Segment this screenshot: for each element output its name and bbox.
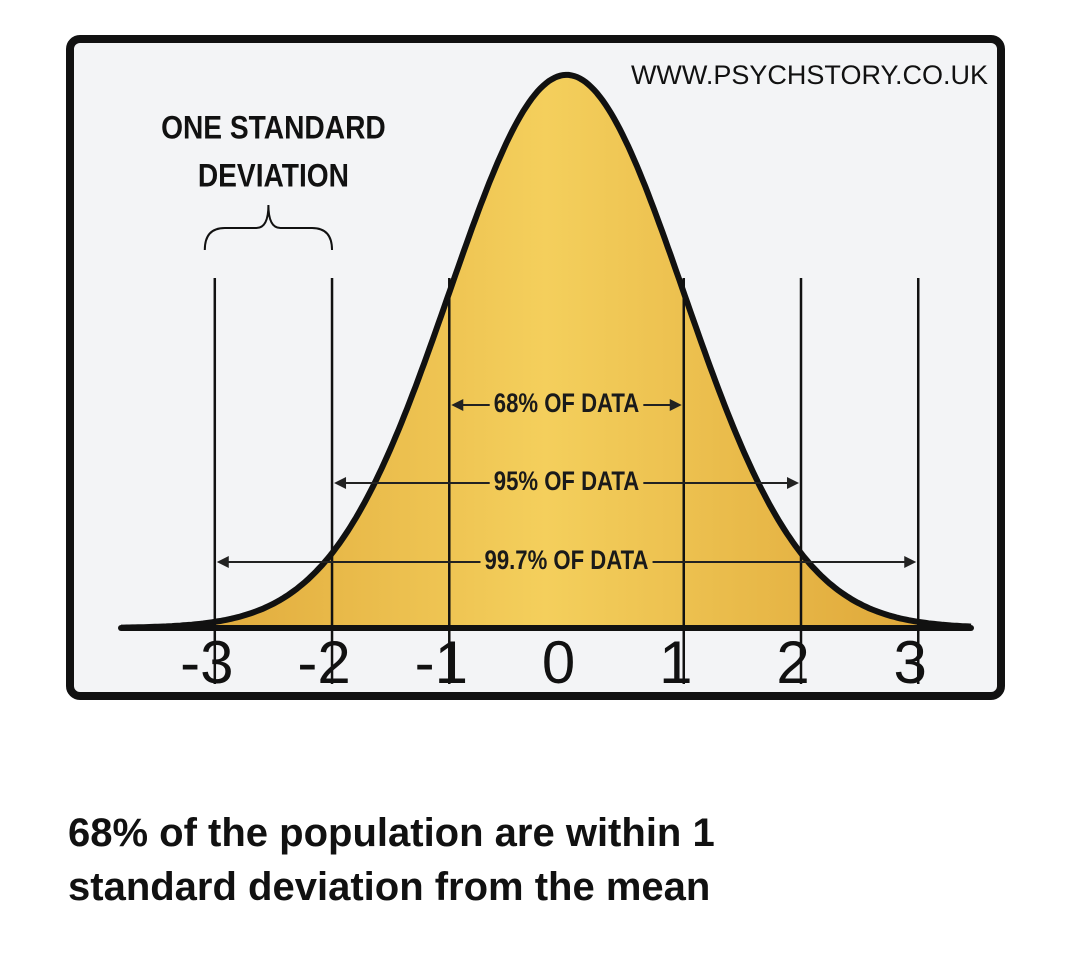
arrow-head xyxy=(216,556,229,568)
caption: 68% of the population are within 1 stand… xyxy=(68,811,715,909)
arrow-head xyxy=(451,399,464,411)
x-tick-label: 3 xyxy=(894,629,927,696)
arrow-head xyxy=(669,399,682,411)
x-tick-label: -2 xyxy=(297,629,350,696)
x-tick-label: 0 xyxy=(542,629,575,696)
brace-label: ONE STANDARD xyxy=(161,111,386,146)
curve xyxy=(121,71,972,631)
x-tick-label: -3 xyxy=(180,629,233,696)
range-label: 99.7% OF DATA xyxy=(485,546,649,576)
x-tick-label: -1 xyxy=(415,629,468,696)
x-tick-label: 1 xyxy=(659,629,692,696)
chart: WWW.PSYCHSTORY.CO.UK -3 -2 -1 0 1 2 3 68% OF DA… xyxy=(66,35,1005,700)
brace xyxy=(203,204,334,251)
range-label: 68% OF DATA xyxy=(494,389,640,419)
arrow-head xyxy=(904,556,917,568)
site-url: WWW.PSYCHSTORY.CO.UK xyxy=(631,60,988,90)
arrow-head xyxy=(787,477,799,489)
range-label: 95% OF DATA xyxy=(494,467,640,497)
x-tick-label: 2 xyxy=(776,629,809,696)
brace-label: DEVIATION xyxy=(198,159,349,194)
arrow-head xyxy=(334,477,347,489)
